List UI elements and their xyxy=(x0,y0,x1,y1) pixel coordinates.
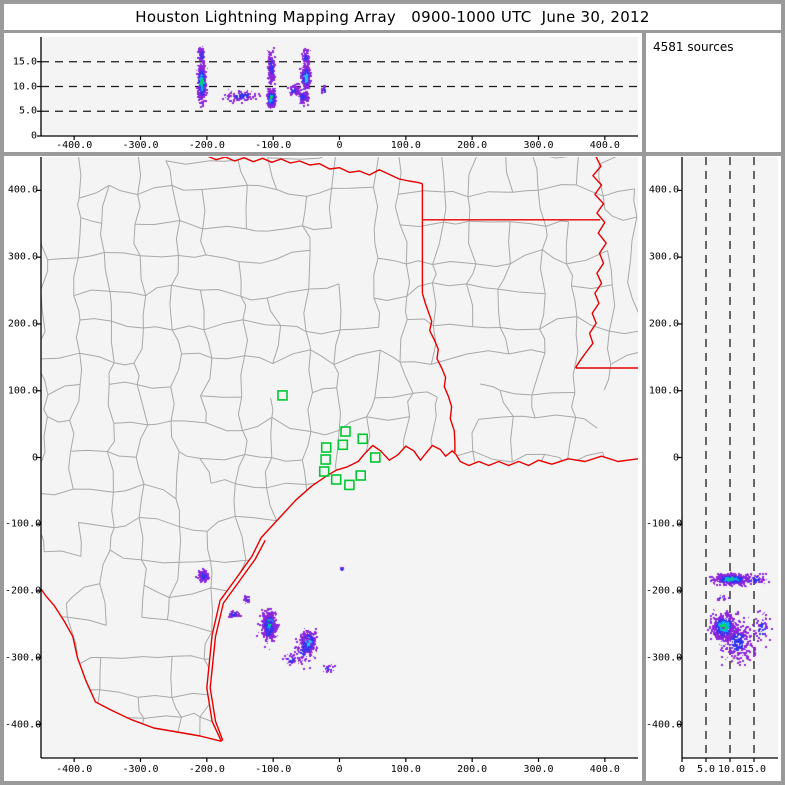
title-bar: Houston Lightning Mapping Array 0900-100… xyxy=(4,4,781,30)
tick-label: 300.0 xyxy=(648,251,679,263)
tick-label: 0 xyxy=(678,764,686,775)
tick-label: -300.0 xyxy=(646,652,683,664)
tick-label: 15.0 xyxy=(741,764,767,775)
tick-label: -300.0 xyxy=(122,140,159,151)
tick-label: 300.0 xyxy=(7,251,38,263)
tick-label: -400.0 xyxy=(5,719,42,731)
page-title: Houston Lightning Mapping Array 0900-100… xyxy=(135,8,650,26)
tick-label: -100.0 xyxy=(255,764,292,775)
tick-label: 400.0 xyxy=(589,764,620,775)
tick-label: 100.0 xyxy=(390,764,421,775)
ew-altitude-scatter-canvas[interactable] xyxy=(41,37,638,136)
ns-altitude-scatter-canvas[interactable] xyxy=(682,157,778,758)
tick-label: 300.0 xyxy=(523,140,554,151)
tick-label: 200.0 xyxy=(648,318,679,330)
tick-label: 5.0 xyxy=(18,105,37,117)
tick-label: 200.0 xyxy=(457,140,488,151)
tick-label: -300.0 xyxy=(122,764,159,775)
tick-label: 100.0 xyxy=(7,385,38,397)
tick-label: -100.0 xyxy=(5,518,42,530)
ns-altitude-panel: 0 5.0 10.0 15.0 400.0 300.0 200.0 100.0 0 -100.0 -… xyxy=(646,156,781,781)
tick-label: -400.0 xyxy=(56,140,93,151)
tick-label: 300.0 xyxy=(523,764,554,775)
tick-label: -200.0 xyxy=(188,764,225,775)
tick-label: 100.0 xyxy=(648,385,679,397)
tick-label: -200.0 xyxy=(646,585,683,597)
tick-label: 10.0 xyxy=(717,764,743,775)
tick-label: -400.0 xyxy=(56,764,93,775)
tick-label: 0 xyxy=(31,452,38,463)
map-scatter-canvas[interactable] xyxy=(41,157,638,758)
tick-label: 400.0 xyxy=(589,140,620,151)
tick-label: 15.0 xyxy=(12,56,37,68)
tick-label: 5.0 xyxy=(696,764,716,775)
tick-label: -200.0 xyxy=(5,585,42,597)
tick-label: -200.0 xyxy=(188,140,225,151)
tick-label: 0 xyxy=(336,140,343,151)
sources-panel: 4581 sources xyxy=(646,33,781,152)
ew-altitude-panel: -400.0 -300.0 -200.0 -100.0 0 100.0 200.0 300.0… xyxy=(4,33,642,152)
tick-label: -300.0 xyxy=(5,652,42,664)
tick-label: 0 xyxy=(336,764,343,775)
sources-count: 4581 sources xyxy=(653,40,734,54)
map-panel: -400.0 -300.0 -200.0 -100.0 0 100.0 200.0 300.0… xyxy=(4,156,642,781)
tick-label: 10.0 xyxy=(12,81,37,92)
tick-label: -100.0 xyxy=(255,140,292,151)
tick-label: 400.0 xyxy=(7,184,38,196)
tick-label: 200.0 xyxy=(457,764,488,775)
tick-label: 0 xyxy=(672,452,679,463)
tick-label: 400.0 xyxy=(648,184,679,196)
tick-label: 100.0 xyxy=(390,140,421,151)
tick-label: 200.0 xyxy=(7,318,38,330)
tick-label: 0 xyxy=(30,130,37,142)
tick-label: -100.0 xyxy=(646,518,683,530)
tick-label: -400.0 xyxy=(646,719,683,731)
